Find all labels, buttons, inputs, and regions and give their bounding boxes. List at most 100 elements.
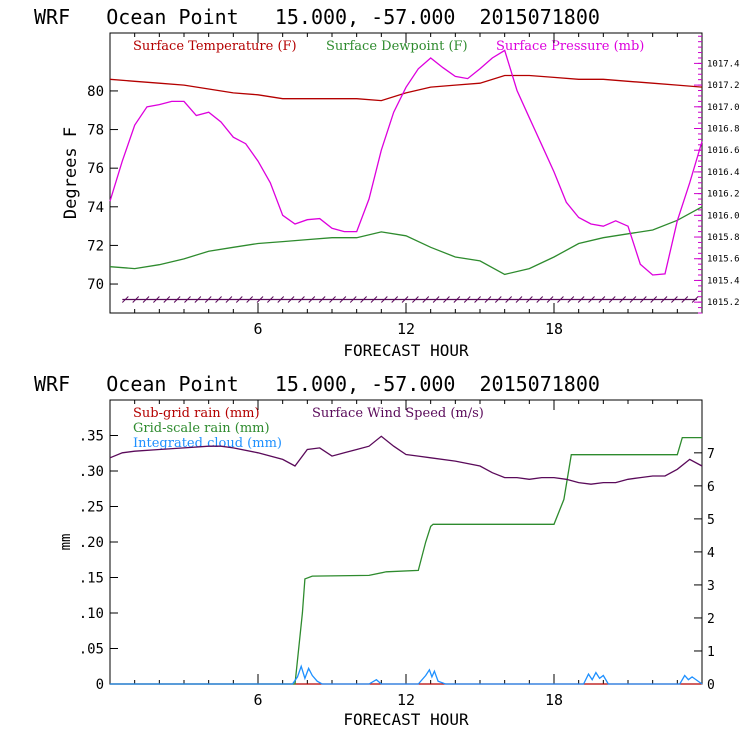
y-tick-label: .05 bbox=[79, 642, 104, 658]
wind-barb bbox=[142, 296, 150, 303]
wind-barb bbox=[629, 296, 637, 303]
wind-barb bbox=[588, 296, 595, 303]
chart-1-ylabel: Degrees F bbox=[61, 127, 81, 219]
wind-barb bbox=[681, 296, 689, 303]
x-tick-label: 6 bbox=[253, 691, 262, 709]
series-line-grid-scale-rain-mm bbox=[110, 436, 702, 685]
wind-barb bbox=[515, 296, 523, 303]
y-tick-label: .10 bbox=[79, 606, 104, 622]
wind-barb bbox=[132, 296, 140, 303]
y2-tick-label: 5 bbox=[707, 513, 715, 528]
wind-barb bbox=[204, 296, 212, 303]
wind-barb bbox=[619, 296, 626, 303]
wind-barb bbox=[215, 296, 222, 303]
chart-1-frame bbox=[109, 32, 703, 314]
x-tick-label: 12 bbox=[397, 320, 415, 338]
wind-barb bbox=[184, 296, 191, 303]
legend-surface-wind-speed: Surface Wind Speed (m/s) bbox=[312, 406, 484, 421]
wind-barb bbox=[287, 296, 295, 303]
y2-tick-label: 6 bbox=[707, 480, 715, 495]
wind-barb bbox=[650, 296, 658, 303]
wind-barb bbox=[505, 296, 513, 303]
y2-tick-label: 4 bbox=[707, 546, 715, 561]
y-tick-label: 72 bbox=[87, 238, 104, 254]
chart-2-title: WRF Ocean Point 15.000, -57.000 20150718… bbox=[34, 372, 600, 396]
y-tick-label: 74 bbox=[87, 200, 104, 216]
wind-barb bbox=[639, 296, 647, 303]
y-tick-label: .30 bbox=[79, 464, 104, 480]
wind-barb bbox=[308, 296, 316, 303]
wind-barb bbox=[380, 296, 388, 303]
chart-temperature-dewpoint-pressure: WRF Ocean Point 15.000, -57.000 20150718… bbox=[34, 5, 740, 360]
wind-barb bbox=[494, 296, 502, 303]
y-tick-label: .20 bbox=[79, 535, 104, 551]
wind-barb bbox=[349, 296, 357, 303]
x-tick-label: 18 bbox=[545, 691, 563, 709]
wind-barb bbox=[194, 296, 202, 303]
wind-barb bbox=[370, 296, 378, 303]
legend-surface-dewpoint: Surface Dewpoint (F) bbox=[326, 39, 468, 54]
x-tick-label: 6 bbox=[253, 320, 262, 338]
wind-barb bbox=[225, 296, 233, 303]
series-line-surface-temperature-f bbox=[109, 74, 703, 102]
wind-barb bbox=[391, 296, 399, 303]
series-line-integrated-cloud-mm bbox=[110, 664, 703, 685]
wind-barb bbox=[671, 296, 678, 303]
y2-tick-label: 1015.6 bbox=[707, 255, 740, 265]
legend-grid-scale-rain: Grid-scale rain (mm) bbox=[133, 421, 270, 436]
y-tick-label: .25 bbox=[79, 500, 104, 516]
chart-2-xlabel: FORECAST HOUR bbox=[343, 710, 469, 729]
wind-barb bbox=[577, 296, 585, 303]
wind-barb bbox=[463, 296, 471, 303]
y2-tick-label: 1016.6 bbox=[707, 146, 740, 156]
wind-barb bbox=[432, 296, 440, 303]
wind-barb bbox=[318, 296, 326, 303]
wind-barb bbox=[121, 296, 129, 303]
y2-tick-label: 1017.0 bbox=[707, 103, 740, 113]
legend-integrated-cloud: Integrated cloud (mm) bbox=[133, 436, 282, 451]
chart-rain-cloud-wind: WRF Ocean Point 15.000, -57.000 20150718… bbox=[34, 372, 715, 729]
wind-barb bbox=[557, 296, 564, 303]
y2-tick-label: 1015.2 bbox=[707, 298, 740, 308]
wind-barb bbox=[691, 296, 699, 303]
series-line-surface-wind-speed-m-s bbox=[109, 435, 703, 485]
wind-barb bbox=[546, 296, 554, 303]
wind-barb bbox=[329, 296, 336, 303]
wind-barb bbox=[246, 296, 254, 303]
chart-1-title: WRF Ocean Point 15.000, -57.000 20150718… bbox=[34, 5, 600, 29]
wind-barb bbox=[660, 296, 668, 303]
wind-barb bbox=[173, 296, 181, 303]
series-line-surface-dewpoint-f bbox=[109, 206, 703, 276]
y-tick-label: 0 bbox=[96, 677, 104, 693]
wind-barb bbox=[298, 296, 305, 303]
chart-1-xlabel: FORECAST HOUR bbox=[343, 341, 469, 360]
y-tick-label: 76 bbox=[87, 161, 104, 177]
legend-surface-temperature: Surface Temperature (F) bbox=[133, 39, 297, 54]
wind-barb bbox=[412, 296, 419, 303]
wind-barb bbox=[536, 296, 544, 303]
y2-tick-label: 3 bbox=[707, 579, 715, 594]
chart-2-ylabel: mm bbox=[58, 534, 74, 551]
x-tick-label: 12 bbox=[397, 691, 415, 709]
wind-barb bbox=[339, 296, 347, 303]
wind-barb bbox=[608, 296, 616, 303]
wind-barb bbox=[360, 296, 367, 303]
wind-barb bbox=[443, 296, 450, 303]
y2-tick-label: 7 bbox=[707, 447, 715, 462]
wind-barb bbox=[267, 296, 274, 303]
wind-barb bbox=[453, 296, 461, 303]
y-tick-label: 80 bbox=[87, 84, 104, 100]
wind-barb bbox=[153, 296, 160, 303]
wind-barb bbox=[277, 296, 285, 303]
y2-tick-label: 1017.2 bbox=[707, 81, 740, 91]
y2-tick-label: 1016.4 bbox=[707, 168, 740, 178]
y2-tick-label: 0 bbox=[707, 678, 715, 693]
wind-barb bbox=[256, 296, 264, 303]
wind-barb bbox=[567, 296, 575, 303]
y2-tick-label: 1015.8 bbox=[707, 233, 740, 243]
y-tick-label: .15 bbox=[79, 571, 104, 587]
wind-barb bbox=[163, 296, 171, 303]
y2-tick-label: 1016.2 bbox=[707, 190, 740, 200]
y2-tick-label: 2 bbox=[707, 612, 715, 627]
